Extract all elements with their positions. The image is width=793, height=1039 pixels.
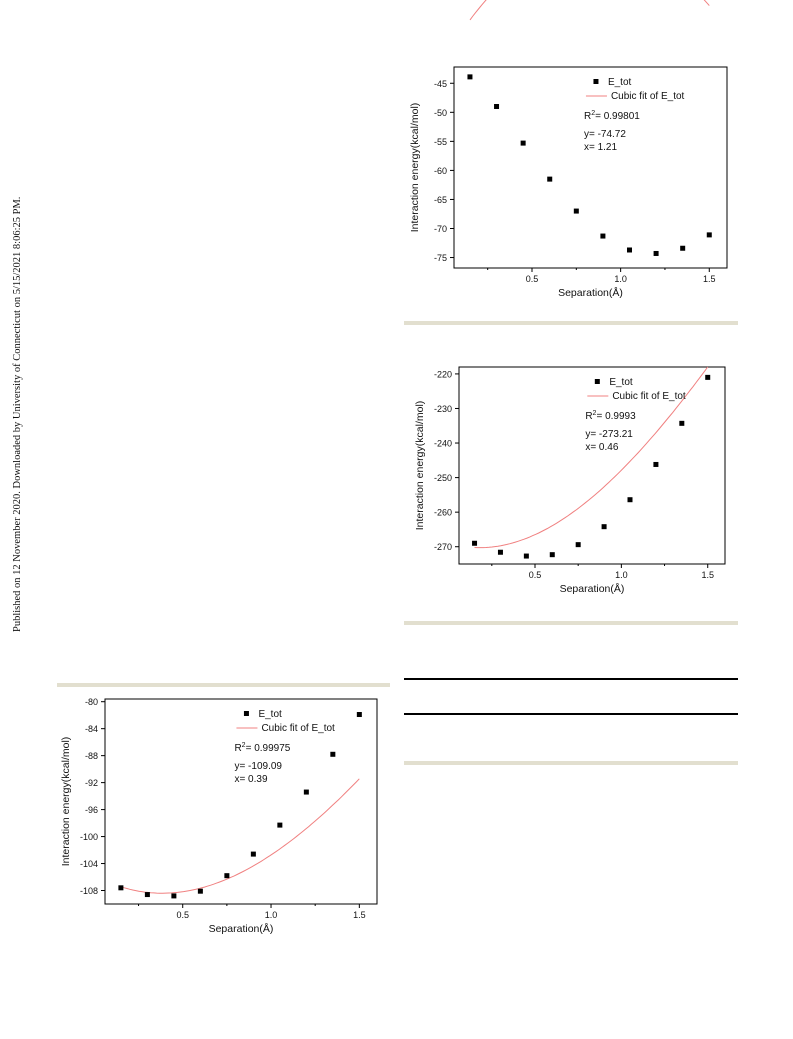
data-point xyxy=(250,851,256,857)
data-point xyxy=(600,233,606,239)
legend-label-marker: E_tot xyxy=(609,377,633,388)
y-axis-label: Interaction energy(kcal/mol) xyxy=(414,401,426,531)
x-axis-label: Separation(Å) xyxy=(560,582,625,595)
data-point xyxy=(330,751,336,757)
x-tick-label: 1.0 xyxy=(614,274,627,284)
plot-frame xyxy=(453,66,728,269)
table-rule-1 xyxy=(404,678,738,680)
data-point xyxy=(356,712,362,718)
data-point xyxy=(171,893,177,899)
data-point xyxy=(679,420,685,426)
y-axis-label: Interaction energy(kcal/mol) xyxy=(409,103,421,233)
x-minimum-annotation: x= 0.39 xyxy=(234,774,268,785)
y-axis-label: Interaction energy(kcal/mol) xyxy=(60,737,72,867)
y-tick-label: -240 xyxy=(434,439,452,449)
data-point xyxy=(494,104,500,110)
data-point xyxy=(706,232,712,238)
data-point xyxy=(277,822,283,828)
divider-rule-3 xyxy=(57,683,390,687)
y-tick-label: -250 xyxy=(434,473,452,483)
data-point xyxy=(144,892,150,898)
y-tick-label: -92 xyxy=(85,778,98,788)
x-tick-label: 1.0 xyxy=(615,570,628,580)
y-tick-label: -108 xyxy=(80,886,98,896)
data-point xyxy=(523,553,529,559)
data-point xyxy=(549,552,555,558)
legend-label-marker: E_tot xyxy=(258,709,282,720)
y-tick-label: -88 xyxy=(85,751,98,761)
data-point xyxy=(472,540,478,546)
r-squared-annotation: R2= 0.99975 xyxy=(234,742,290,754)
data-point xyxy=(547,176,553,182)
data-point xyxy=(467,74,473,80)
x-tick-label: 1.5 xyxy=(703,274,716,284)
y-tick-label: -96 xyxy=(85,805,98,815)
plot-frame xyxy=(104,698,378,905)
data-point xyxy=(653,461,659,467)
x-minimum-annotation: x= 0.46 xyxy=(585,442,619,453)
legend-marker xyxy=(243,711,249,716)
y-tick-label: -230 xyxy=(434,404,452,414)
data-point xyxy=(705,374,711,380)
divider-rule-1 xyxy=(404,321,738,325)
fit-curve xyxy=(474,366,709,549)
data-point xyxy=(520,140,526,146)
fit-curve xyxy=(120,778,360,894)
data-point xyxy=(573,208,579,214)
data-point xyxy=(627,247,632,253)
data-point xyxy=(197,888,203,894)
data-point xyxy=(653,250,659,256)
data-point xyxy=(575,542,581,548)
y-tick-label: -60 xyxy=(434,166,447,176)
legend-label-line: Cubic fit of E_tot xyxy=(261,723,335,734)
y-tick-label: -75 xyxy=(434,253,447,263)
r-squared-annotation: R2= 0.9993 xyxy=(585,410,636,422)
y-tick-label: -70 xyxy=(434,224,447,234)
x-tick-label: 0.5 xyxy=(529,570,542,580)
y-tick-label: -270 xyxy=(434,542,452,552)
y-minimum-annotation: y= -273.21 xyxy=(585,429,633,440)
plot-frame xyxy=(458,366,726,565)
y-tick-label: -50 xyxy=(434,108,447,118)
legend-marker xyxy=(593,79,599,84)
r-squared-annotation: R2= 0.99801 xyxy=(584,110,640,122)
y-tick-label: -84 xyxy=(85,724,98,734)
x-tick-label: 1.5 xyxy=(701,570,714,580)
y-tick-label: -45 xyxy=(434,79,447,89)
data-point xyxy=(497,549,503,555)
table-rule-2 xyxy=(404,713,738,715)
x-axis-label: Separation(Å) xyxy=(209,922,274,935)
y-minimum-annotation: y= -109.09 xyxy=(234,761,282,772)
legend-label-marker: E_tot xyxy=(608,77,632,88)
y-tick-label: -260 xyxy=(434,508,452,518)
y-tick-label: -100 xyxy=(80,832,98,842)
data-point xyxy=(303,789,309,795)
y-tick-label: -220 xyxy=(434,369,452,379)
y-tick-label: -65 xyxy=(434,195,447,205)
data-point xyxy=(118,885,124,891)
x-minimum-annotation: x= 1.21 xyxy=(584,142,618,153)
y-tick-label: -55 xyxy=(434,137,447,147)
y-minimum-annotation: y= -74.72 xyxy=(584,129,626,140)
data-point xyxy=(601,524,607,530)
divider-rule-2 xyxy=(404,621,738,625)
legend-label-line: Cubic fit of E_tot xyxy=(611,91,685,102)
divider-rule-4 xyxy=(404,761,738,765)
x-tick-label: 1.5 xyxy=(353,910,366,920)
x-tick-label: 1.0 xyxy=(265,910,278,920)
data-point xyxy=(680,245,686,251)
legend-marker xyxy=(594,379,600,384)
data-point xyxy=(627,497,633,503)
x-tick-label: 0.5 xyxy=(526,274,539,284)
y-tick-label: -80 xyxy=(85,697,98,707)
data-point xyxy=(224,873,230,879)
y-tick-label: -104 xyxy=(80,859,98,869)
x-tick-label: 0.5 xyxy=(176,910,189,920)
x-axis-label: Separation(Å) xyxy=(558,286,623,299)
legend-label-line: Cubic fit of E_tot xyxy=(612,391,686,402)
